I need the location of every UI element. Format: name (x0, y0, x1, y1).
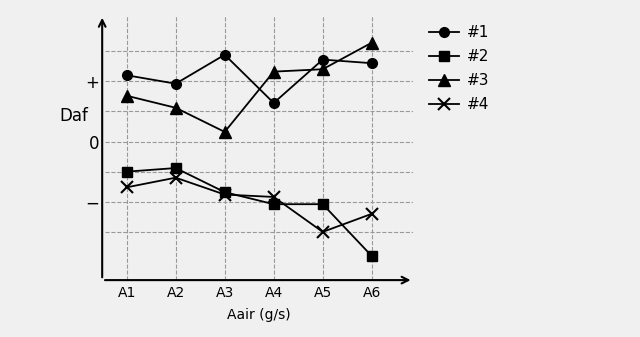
#2 (319, 202, 326, 206)
#1 (123, 73, 131, 77)
Line: #3: #3 (121, 37, 378, 137)
#2 (123, 170, 131, 174)
#3 (319, 67, 326, 71)
#2 (368, 254, 376, 258)
#1 (319, 58, 326, 62)
#4 (221, 192, 228, 196)
#3 (221, 130, 228, 134)
#2 (221, 190, 228, 194)
#1 (368, 61, 376, 65)
#4 (319, 230, 326, 234)
#4 (270, 195, 278, 199)
Text: Daf: Daf (60, 107, 88, 125)
Line: #1: #1 (122, 50, 376, 108)
#2 (172, 166, 180, 170)
X-axis label: Aair (g/s): Aair (g/s) (227, 308, 291, 322)
#3 (172, 106, 180, 110)
#4 (172, 176, 180, 180)
#3 (123, 94, 131, 98)
#1 (270, 101, 278, 105)
#4 (123, 185, 131, 189)
Line: #2: #2 (122, 163, 376, 261)
#1 (172, 82, 180, 86)
#4 (368, 212, 376, 216)
#1 (221, 53, 228, 57)
#3 (368, 41, 376, 45)
Line: #4: #4 (121, 172, 378, 238)
#3 (270, 70, 278, 74)
#2 (270, 202, 278, 206)
Legend: #1, #2, #3, #4: #1, #2, #3, #4 (421, 17, 497, 120)
